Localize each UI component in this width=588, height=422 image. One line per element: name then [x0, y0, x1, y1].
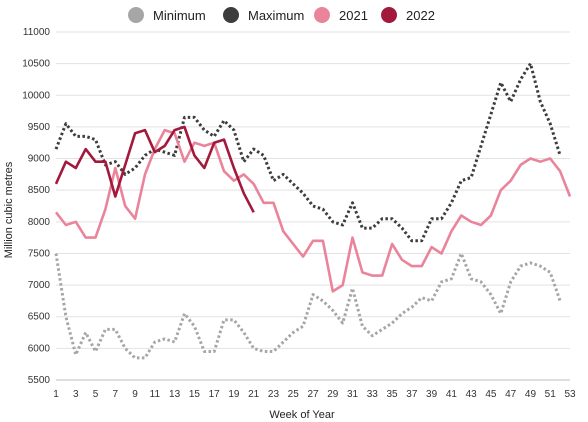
series-line-minimum	[54, 252, 562, 360]
series-line-2021	[54, 128, 572, 293]
x-tick-label: 31	[347, 389, 359, 400]
legend-swatch-2022	[381, 7, 397, 23]
x-tick-label: 25	[288, 389, 300, 400]
y-tick-label: 7500	[28, 248, 51, 259]
x-tick-label: 11	[150, 389, 161, 400]
x-tick-label: 21	[248, 389, 260, 400]
x-tick-label: 1	[53, 389, 59, 400]
x-tick-label: 27	[307, 389, 319, 400]
y-tick-label: 8500	[28, 185, 51, 196]
legend-label-minimum: Minimum	[153, 8, 206, 23]
x-tick-label: 17	[209, 389, 221, 400]
x-tick-label: 33	[367, 389, 379, 400]
chart-legend: Minimum Maximum 2021 2022	[128, 7, 435, 23]
legend-label-maximum: Maximum	[248, 8, 304, 23]
x-tick-label: 15	[189, 389, 201, 400]
legend-label-2021: 2021	[339, 8, 368, 23]
y-tick-label: 9500	[28, 122, 51, 133]
x-tick-label: 7	[113, 389, 119, 400]
x-tick-label: 47	[505, 389, 517, 400]
x-tick-label: 49	[525, 389, 537, 400]
series-lines	[54, 62, 572, 360]
x-tick-label: 29	[327, 389, 339, 400]
x-tick-label: 23	[268, 389, 280, 400]
x-axis-title: Week of Year	[269, 409, 335, 421]
x-tick-label: 37	[406, 389, 418, 400]
x-tick-label: 41	[446, 389, 458, 400]
y-tick-label: 6500	[28, 312, 51, 323]
y-axis-title: Million cubic metres	[3, 161, 15, 258]
legend-swatch-2021	[314, 7, 330, 23]
x-tick-label: 43	[466, 389, 478, 400]
x-tick-label: 13	[169, 389, 181, 400]
legend-swatch-minimum	[128, 7, 144, 23]
series-line-2022	[54, 125, 255, 213]
y-axis-ticks: 5500 6000 6500 7000 7500 8000 8500 9000 9500 1000…	[22, 27, 50, 386]
x-tick-label: 5	[93, 389, 99, 400]
y-tick-label: 10000	[22, 90, 50, 101]
x-tick-label: 45	[485, 389, 497, 400]
x-axis-ticks: 1 3 5 7 9 11 13 15 17 19 21 23 25 27 29 31 33 35 37 39 41 43 4…	[53, 389, 576, 400]
x-tick-label: 51	[545, 389, 557, 400]
series-line-maximum	[54, 62, 562, 243]
y-tick-label: 9000	[28, 154, 51, 165]
y-tick-label: 6000	[28, 343, 51, 354]
x-tick-label: 35	[387, 389, 399, 400]
legend-swatch-maximum	[223, 7, 239, 23]
y-tick-label: 5500	[28, 375, 51, 386]
x-tick-label: 9	[132, 389, 138, 400]
x-tick-label: 53	[564, 389, 576, 400]
legend-label-2022: 2022	[406, 8, 435, 23]
x-tick-label: 39	[426, 389, 438, 400]
chart-gridlines	[56, 31, 570, 381]
x-tick-label: 3	[73, 389, 79, 400]
y-tick-label: 10500	[22, 59, 50, 70]
y-tick-label: 11000	[23, 27, 51, 38]
y-tick-label: 7000	[28, 280, 51, 291]
x-tick-label: 19	[228, 389, 240, 400]
y-tick-label: 8000	[28, 217, 51, 228]
